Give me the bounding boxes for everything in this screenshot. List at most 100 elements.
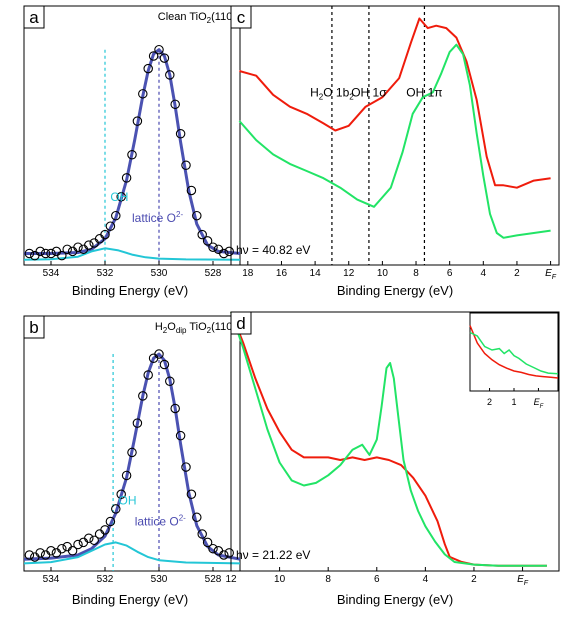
data-point — [78, 537, 89, 548]
x-axis-label: Binding Energy (eV) — [337, 283, 453, 298]
inset-series-line-h2o-dipped — [469, 331, 559, 375]
annotation-label: OH — [110, 190, 128, 204]
panel-label-box — [230, 311, 252, 335]
data-point — [100, 525, 110, 535]
data-point — [62, 244, 72, 255]
panel-a: OH lattice O2- 534 532 530 528 a Clean TiO2(… — [23, 5, 241, 298]
tick-label: 534 — [43, 268, 60, 279]
data-point — [186, 185, 197, 196]
series-layer — [230, 311, 547, 567]
data-point — [35, 246, 45, 257]
x-axis-ticks: 534 532 530 528 — [43, 261, 222, 279]
tick-label-fermi: EF — [517, 574, 529, 587]
tick-label: 4 — [481, 268, 487, 279]
tick-label: 2 — [471, 574, 477, 585]
data-point — [224, 548, 234, 558]
x-axis-label: Binding Energy (eV) — [337, 592, 453, 607]
tick-label: 2 — [514, 268, 520, 279]
inset-series-layer — [469, 325, 559, 379]
plot-frame — [230, 5, 560, 266]
series-line-clean — [239, 17, 551, 189]
data-point — [121, 470, 132, 481]
data-point — [89, 535, 99, 546]
tick-label: 12 — [225, 574, 237, 585]
plot-frame — [23, 315, 241, 572]
x-axis-ticks: 534 532 530 528 — [43, 567, 222, 585]
data-point — [197, 229, 207, 240]
data-point — [132, 116, 143, 126]
data-point — [170, 403, 180, 414]
annotation-label: lattice O2- — [132, 210, 183, 225]
tick-label: 4 — [423, 574, 429, 585]
data-point — [202, 236, 213, 246]
tick-label: 532 — [97, 574, 114, 585]
plot-frame — [23, 5, 241, 266]
panel-label: a — [29, 8, 39, 27]
annotation-label: lattice O2- — [135, 514, 186, 529]
data-point — [73, 539, 83, 550]
tick-label-fermi: EF — [545, 268, 557, 281]
tick-label: 6 — [374, 574, 380, 585]
data-point — [138, 391, 148, 401]
data-point — [154, 44, 164, 55]
data-point — [73, 242, 83, 252]
data-point — [154, 349, 164, 359]
x-axis-ticks: 18 16 14 12 10 8 6 4 2 EF — [242, 261, 557, 281]
data-point — [116, 192, 126, 202]
inset-tick-label-fermi: EF — [534, 397, 544, 410]
panel-label-box — [230, 5, 252, 29]
data-point — [127, 150, 137, 160]
x-axis-label: Binding Energy (eV) — [72, 283, 188, 298]
series-line-oh-component — [23, 541, 241, 565]
series-line-h2o-dipped — [238, 43, 551, 239]
data-point — [170, 99, 180, 110]
data-point — [159, 53, 170, 63]
data-point — [127, 447, 137, 458]
data-point — [165, 70, 175, 80]
data-point — [159, 359, 170, 370]
panel-b: OH lattice O2- 534 532 530 528 b H2Odip TiO2… — [23, 315, 241, 607]
x-axis-label: Binding Energy (eV) — [72, 592, 188, 607]
data-point — [192, 512, 202, 523]
series-layer: OH lattice O2- — [23, 44, 241, 265]
tick-label: 12 — [343, 268, 355, 279]
annotation-label: OH — [119, 494, 137, 508]
tick-label: 18 — [242, 268, 254, 279]
data-point — [143, 63, 153, 74]
data-point — [175, 128, 186, 139]
panel-title: Clean TiO2(110) — [158, 11, 236, 25]
inset-frame — [469, 312, 559, 392]
panel-label: d — [236, 314, 245, 333]
series-line-h2o-dipped — [230, 311, 547, 567]
annotation-label: OH 1π — [406, 86, 442, 100]
data-point — [208, 242, 218, 252]
tick-label: 528 — [205, 268, 222, 279]
tick-label: 530 — [151, 574, 168, 585]
data-point — [121, 173, 132, 183]
plot-frame — [230, 311, 560, 572]
data-point — [208, 543, 218, 554]
tick-label: 14 — [310, 268, 322, 279]
data-point — [105, 221, 116, 231]
data-point — [143, 370, 153, 380]
data-point — [62, 541, 72, 552]
data-point — [67, 546, 78, 556]
tick-label: 532 — [97, 268, 114, 279]
inset-series-line-clean — [469, 325, 559, 379]
tick-label: 8 — [413, 268, 419, 279]
tick-label: 530 — [151, 268, 168, 279]
data-point — [100, 229, 110, 240]
data-point — [84, 240, 94, 250]
series-line-oh-component — [23, 247, 241, 261]
tick-label: 16 — [276, 268, 288, 279]
data-point — [24, 248, 35, 259]
data-point — [46, 546, 56, 556]
data-point — [84, 533, 94, 543]
annotation-label: H2O 1b2 — [310, 86, 354, 102]
inset-tick-label: 2 — [487, 397, 492, 407]
data-point — [181, 160, 191, 171]
data-point — [219, 550, 229, 560]
